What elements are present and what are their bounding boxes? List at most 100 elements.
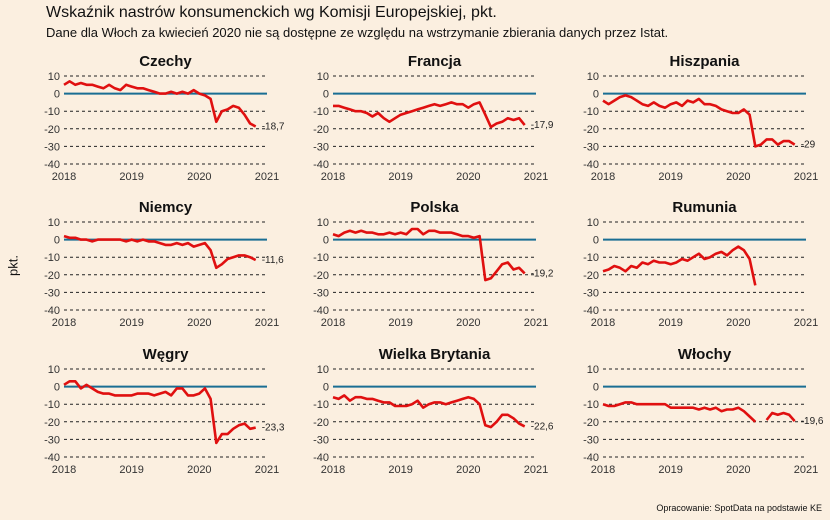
y-tick-label: -10 (313, 252, 329, 264)
y-tick-label: 10 (587, 71, 599, 83)
x-tick-label: 2020 (456, 317, 480, 329)
y-tick-label: -40 (313, 305, 329, 317)
y-tick-label: -40 (44, 452, 60, 464)
y-tick-label: 10 (48, 364, 60, 376)
y-tick-label: 10 (317, 71, 329, 83)
y-tick-label: 0 (54, 89, 60, 101)
x-tick-label: 2019 (119, 317, 143, 329)
x-tick-label: 2018 (52, 464, 76, 476)
x-tick-label: 2018 (52, 317, 76, 329)
x-tick-label: 2020 (456, 171, 480, 183)
y-tick-label: 0 (54, 235, 60, 247)
y-tick-label: -10 (313, 106, 329, 118)
x-tick-label: 2021 (794, 464, 818, 476)
y-tick-label: 0 (323, 235, 329, 247)
y-tick-label: -20 (583, 270, 599, 282)
panel-title: Wielka Brytania (379, 346, 491, 363)
x-tick-label: 2018 (321, 464, 345, 476)
panel-title: Francja (408, 53, 462, 70)
x-tick-label: 2019 (388, 464, 412, 476)
x-tick-label: 2020 (726, 317, 750, 329)
series-line (332, 394, 526, 429)
x-tick-label: 2020 (187, 317, 211, 329)
end-value-label: -17,9 (531, 120, 554, 131)
y-tick-label: -20 (44, 270, 60, 282)
y-tick-label: 10 (317, 217, 329, 229)
y-tick-label: -30 (44, 141, 60, 153)
y-tick-label: -20 (44, 417, 60, 429)
x-tick-label: 2021 (255, 464, 279, 476)
y-tick-label: -20 (583, 417, 599, 429)
x-tick-label: 2020 (456, 464, 480, 476)
x-tick-label: 2018 (591, 317, 615, 329)
y-tick-label: 10 (48, 71, 60, 83)
y-tick-label: -10 (583, 106, 599, 118)
y-tick-label: -40 (583, 159, 599, 171)
end-value-label: -23,3 (262, 423, 285, 434)
x-tick-label: 2018 (591, 171, 615, 183)
y-tick-label: 10 (587, 364, 599, 376)
series-line (63, 380, 256, 445)
series-line (602, 245, 757, 286)
y-tick-label: 10 (48, 217, 60, 229)
x-tick-label: 2019 (388, 171, 412, 183)
series-line (333, 101, 526, 129)
panel-title: Rumunia (672, 199, 737, 216)
end-value-label: -22,6 (531, 421, 554, 432)
y-tick-label: 0 (593, 235, 599, 247)
x-tick-label: 2021 (524, 171, 548, 183)
panel-title: Polska (410, 199, 459, 216)
chart-subtitle: Dane dla Włoch za kwiecień 2020 nie są d… (46, 25, 669, 40)
x-tick-label: 2018 (52, 171, 76, 183)
x-tick-label: 2020 (187, 464, 211, 476)
y-tick-label: 10 (587, 217, 599, 229)
y-tick-label: -20 (44, 124, 60, 136)
x-tick-label: 2019 (658, 464, 682, 476)
y-tick-label: -40 (583, 452, 599, 464)
panel-title: Węgry (143, 346, 190, 363)
series-line (63, 234, 257, 270)
panel-title: Niemcy (139, 199, 193, 216)
x-tick-label: 2020 (187, 171, 211, 183)
y-tick-label: -10 (44, 106, 60, 118)
y-tick-label: 0 (54, 382, 60, 394)
y-tick-label: -10 (44, 252, 60, 264)
y-tick-label: -30 (583, 434, 599, 446)
x-tick-label: 2018 (591, 464, 615, 476)
x-tick-label: 2019 (119, 464, 143, 476)
y-tick-label: -40 (313, 159, 329, 171)
panel-title: Włochy (678, 346, 732, 363)
y-tick-label: -30 (313, 287, 329, 299)
x-tick-label: 2021 (524, 317, 548, 329)
y-tick-label: -30 (313, 434, 329, 446)
y-tick-label: -10 (313, 399, 329, 411)
y-tick-label: 0 (593, 382, 599, 394)
x-tick-label: 2019 (119, 171, 143, 183)
series-line (602, 94, 796, 148)
x-tick-label: 2021 (255, 171, 279, 183)
x-tick-label: 2019 (388, 317, 412, 329)
y-tick-label: -30 (583, 141, 599, 153)
end-value-label: -19,2 (531, 268, 554, 279)
x-tick-label: 2021 (255, 317, 279, 329)
end-value-label: -11,6 (262, 255, 284, 266)
x-tick-label: 2019 (658, 317, 682, 329)
y-tick-label: -20 (583, 124, 599, 136)
y-tick-label: -20 (313, 124, 329, 136)
series-line (63, 80, 257, 128)
end-value-label: -29 (801, 140, 816, 151)
y-tick-label: -40 (583, 305, 599, 317)
panel-title: Hiszpania (669, 53, 740, 70)
x-tick-label: 2019 (658, 171, 682, 183)
panel-title: Czechy (139, 53, 192, 70)
y-tick-label: -40 (44, 159, 60, 171)
y-tick-label: -10 (583, 399, 599, 411)
x-tick-label: 2021 (524, 464, 548, 476)
